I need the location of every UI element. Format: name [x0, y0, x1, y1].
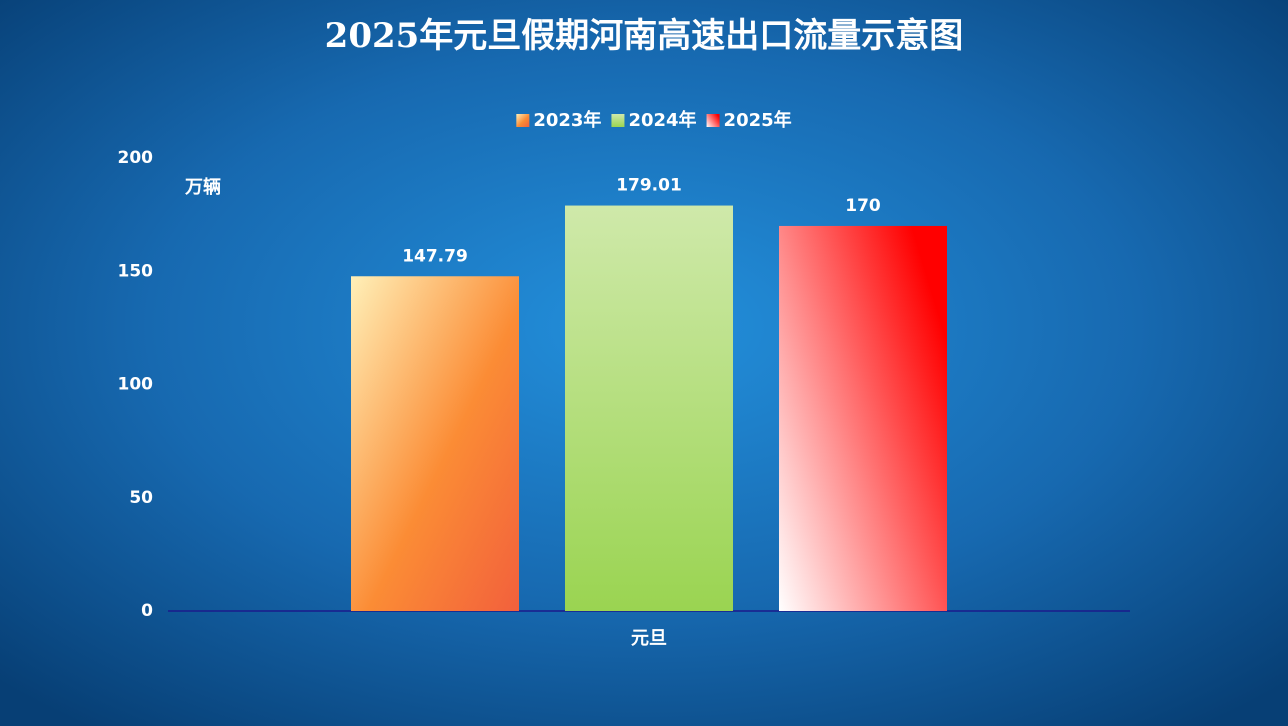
- chart-title: 2025年元旦假期河南高速出口流量示意图: [325, 16, 964, 56]
- legend: 2023年 2024年 2025年: [516, 109, 792, 131]
- bar: [779, 225, 947, 611]
- x-tick-label: 元旦: [631, 628, 667, 649]
- bar: [351, 276, 519, 611]
- y-tick-label: 0: [141, 601, 153, 621]
- legend-label: 2023年: [533, 109, 601, 131]
- legend-swatch: [516, 114, 530, 127]
- y-tick-label: 100: [118, 375, 154, 395]
- y-axis-label: 万辆: [184, 176, 221, 198]
- legend-swatch: [706, 114, 720, 127]
- y-tick-label: 50: [129, 488, 153, 508]
- y-tick-label: 150: [118, 261, 154, 281]
- y-tick-label: 200: [118, 148, 154, 168]
- legend-swatch: [611, 114, 625, 127]
- legend-label: 2025年: [724, 109, 792, 131]
- bar: [565, 205, 733, 611]
- legend-label: 2024年: [628, 109, 696, 131]
- data-label: 147.79: [402, 246, 468, 266]
- data-label: 170: [845, 196, 881, 216]
- data-label: 179.01: [616, 176, 682, 196]
